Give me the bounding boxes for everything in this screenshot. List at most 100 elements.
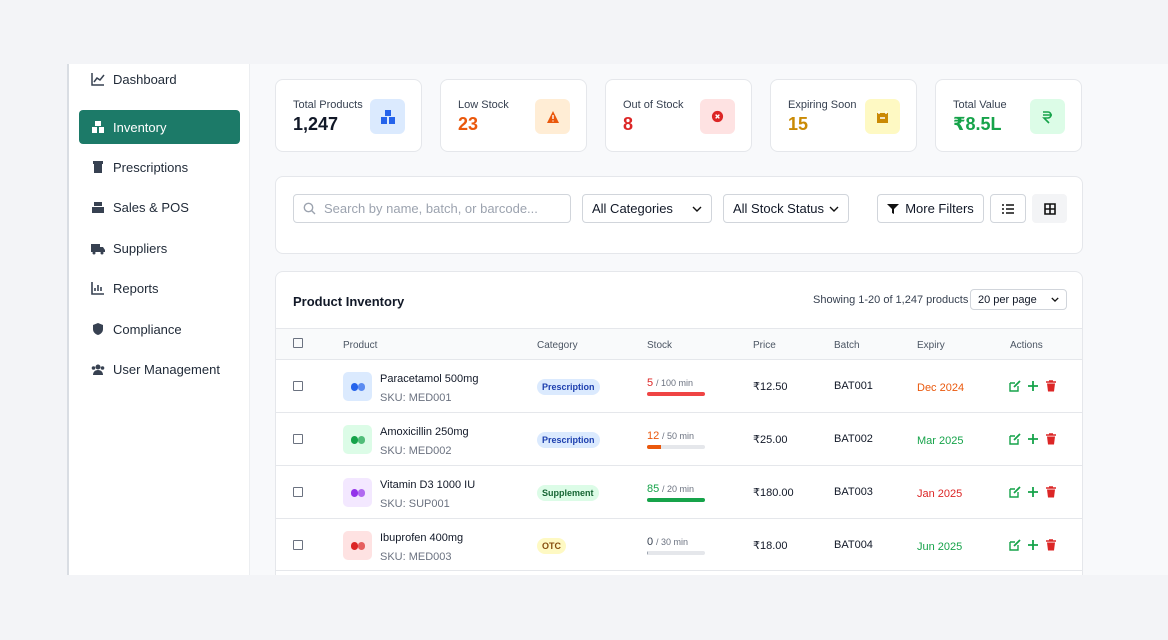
select-label: All Stock Status — [733, 201, 825, 216]
price: ₹180.00 — [753, 487, 794, 499]
delete-button[interactable] — [1045, 380, 1057, 392]
batch: BAT001 — [834, 380, 873, 392]
column-header: Price — [753, 340, 776, 351]
stat-card: Low Stock 23 — [440, 79, 587, 152]
list-view-button[interactable] — [990, 194, 1026, 223]
stock-bar — [647, 445, 705, 449]
stock-min: / 20 min — [662, 484, 695, 494]
category-badge: OTC — [537, 538, 566, 554]
nav-label: Reports — [113, 280, 159, 296]
table-title: Product Inventory — [293, 294, 405, 309]
search-input[interactable]: Search by name, batch, or barcode... — [293, 194, 571, 223]
product-name: Ibuprofen 400mg — [380, 532, 464, 544]
price: ₹12.50 — [753, 381, 788, 393]
stock-bar-fill — [647, 551, 649, 555]
stat-icon — [370, 99, 405, 134]
stat-card: Total Value ₹8.5L — [935, 79, 1082, 152]
category-badge: Prescription — [537, 432, 600, 448]
stat-label: Low Stock — [458, 99, 509, 111]
stat-icon — [1030, 99, 1065, 134]
app-window: Dashboard Inventory Prescriptions Sales … — [67, 64, 1168, 575]
stat-label: Total Value — [953, 99, 1007, 111]
column-header: Batch — [834, 340, 860, 351]
stock-value: 5 — [647, 377, 654, 389]
row-checkbox[interactable] — [293, 381, 303, 391]
stat-value: 15 — [788, 114, 809, 134]
row-checkbox[interactable] — [293, 434, 303, 444]
nav-item[interactable]: Suppliers — [79, 231, 240, 265]
nav-item[interactable]: Dashboard — [79, 64, 240, 96]
nav-label: Sales & POS — [113, 199, 189, 215]
row-actions — [1009, 539, 1057, 551]
grid-view-button[interactable] — [1032, 194, 1067, 223]
select-all-checkbox[interactable] — [293, 338, 303, 348]
category-badge: Prescription — [537, 379, 600, 395]
edit-button[interactable] — [1009, 380, 1021, 392]
stat-label: Out of Stock — [623, 99, 684, 111]
stat-label: Total Products — [293, 99, 363, 111]
expiry: Dec 2024 — [917, 382, 965, 394]
stock-min: / 100 min — [656, 378, 694, 388]
stock-bar-fill — [647, 445, 661, 449]
stock-value: 12 — [647, 430, 660, 442]
table-row: Amoxicillin 250mg SKU: MED002 Prescripti… — [276, 412, 1082, 465]
stat-value: 8 — [623, 114, 634, 134]
select-label: 20 per page — [978, 293, 1037, 306]
sidebar: Dashboard Inventory Prescriptions Sales … — [67, 64, 250, 575]
batch: BAT004 — [834, 539, 873, 551]
delete-button[interactable] — [1045, 539, 1057, 551]
stock-bar-fill — [647, 392, 705, 396]
nav-item[interactable]: Sales & POS — [79, 190, 240, 224]
add-button[interactable] — [1027, 380, 1039, 392]
product-icon — [343, 425, 372, 454]
nav-item-active[interactable]: Inventory — [79, 110, 240, 144]
nav-item[interactable]: Compliance — [79, 312, 240, 346]
stat-card: Out of Stock 8 — [605, 79, 752, 152]
stock-min: / 50 min — [662, 431, 695, 441]
stat-icon — [700, 99, 735, 134]
price: ₹18.00 — [753, 540, 788, 552]
nav-label: Suppliers — [113, 240, 168, 256]
per-page-select[interactable]: 20 per page — [970, 289, 1067, 310]
edit-button[interactable] — [1009, 486, 1021, 498]
stat-icon — [865, 99, 900, 134]
column-header: Category — [537, 340, 578, 351]
edit-button[interactable] — [1009, 433, 1021, 445]
filter-bar: Search by name, batch, or barcode... All… — [275, 176, 1083, 254]
nav-item[interactable]: Reports — [79, 271, 240, 305]
more-filters-button[interactable]: More Filters — [877, 194, 984, 223]
product-name: Vitamin D3 1000 IU — [380, 479, 476, 491]
add-button[interactable] — [1027, 433, 1039, 445]
expiry: Jun 2025 — [917, 541, 963, 553]
stat-value: 23 — [458, 114, 479, 134]
stat-value: 1,247 — [293, 114, 339, 134]
search-placeholder: Search by name, batch, or barcode... — [324, 201, 538, 216]
nav-label: Compliance — [113, 321, 182, 337]
nav-item[interactable]: User Management — [79, 352, 240, 386]
table-row: Ibuprofen 400mg SKU: MED003 OTC 0 / 30 m… — [276, 518, 1082, 571]
delete-button[interactable] — [1045, 486, 1057, 498]
nav-item[interactable]: Prescriptions — [79, 150, 240, 184]
delete-button[interactable] — [1045, 433, 1057, 445]
product-sku: SKU: SUP001 — [380, 498, 450, 510]
row-actions — [1009, 486, 1057, 498]
button-label: More Filters — [905, 201, 974, 216]
status-select[interactable]: All Stock Status — [723, 194, 849, 223]
product-name: Paracetamol 500mg — [380, 373, 479, 385]
row-checkbox[interactable] — [293, 487, 303, 497]
table-row: Vitamin D3 1000 IU SKU: SUP001 Supplemen… — [276, 465, 1082, 518]
stat-value: ₹8.5L — [953, 114, 1002, 134]
row-checkbox[interactable] — [293, 540, 303, 550]
add-button[interactable] — [1027, 539, 1039, 551]
edit-button[interactable] — [1009, 539, 1021, 551]
stock-min: / 30 min — [656, 537, 689, 547]
product-sku: SKU: MED002 — [380, 445, 452, 457]
product-sku: SKU: MED001 — [380, 392, 452, 404]
stock-value: 85 — [647, 483, 660, 495]
stat-label: Expiring Soon — [788, 99, 857, 111]
row-actions — [1009, 380, 1057, 392]
category-select[interactable]: All Categories — [582, 194, 712, 223]
add-button[interactable] — [1027, 486, 1039, 498]
table-row — [276, 570, 1082, 575]
